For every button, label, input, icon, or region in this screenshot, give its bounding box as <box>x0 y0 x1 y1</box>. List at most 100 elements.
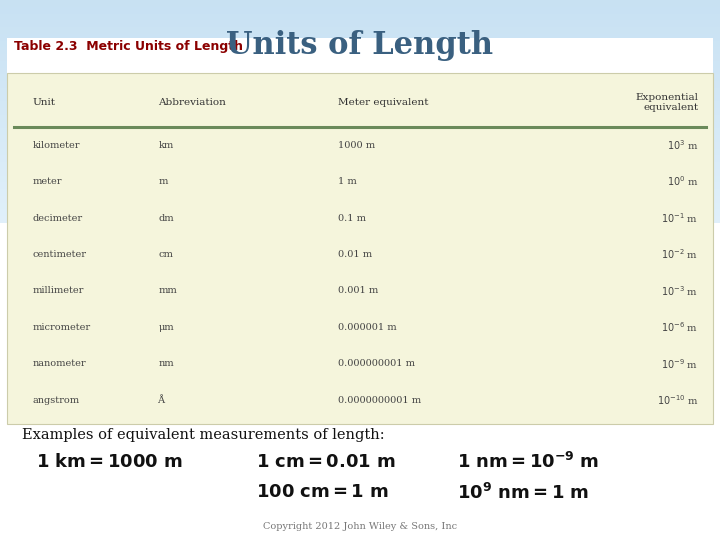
Bar <box>0 459 720 465</box>
Text: $10^{3}$ m: $10^{3}$ m <box>667 138 698 152</box>
Bar <box>0 249 720 256</box>
Bar <box>0 338 720 345</box>
Bar <box>0 291 720 297</box>
Text: Meter equivalent: Meter equivalent <box>338 98 429 107</box>
Bar <box>0 102 720 108</box>
Bar <box>0 256 720 263</box>
Text: centimeter: centimeter <box>32 250 86 259</box>
Text: Exponential
equivalent: Exponential equivalent <box>635 93 698 112</box>
Text: millimeter: millimeter <box>32 286 84 295</box>
Bar <box>0 230 720 237</box>
Bar <box>0 392 720 399</box>
Bar <box>0 405 720 411</box>
Text: kilometer: kilometer <box>32 140 80 150</box>
Bar <box>0 168 720 176</box>
Bar <box>0 411 720 418</box>
Bar <box>0 40 720 47</box>
Bar <box>0 148 720 156</box>
Text: km: km <box>158 140 174 150</box>
Text: nm: nm <box>158 359 174 368</box>
Bar <box>0 378 720 384</box>
Bar <box>0 176 720 183</box>
Text: Å: Å <box>158 396 166 405</box>
Bar <box>0 60 720 68</box>
Text: 0.1 m: 0.1 m <box>338 213 366 222</box>
Bar <box>0 47 720 54</box>
Text: angstrom: angstrom <box>32 396 79 405</box>
Bar <box>0 351 720 357</box>
Bar <box>0 534 720 540</box>
Text: 0.01 m: 0.01 m <box>338 250 372 259</box>
Bar <box>0 276 720 284</box>
Text: $\mathbf{100\ cm = 1\ m}$: $\mathbf{100\ cm = 1\ m}$ <box>256 483 388 502</box>
Bar <box>0 243 720 249</box>
Bar <box>0 519 720 526</box>
Bar <box>0 135 720 141</box>
Text: 0.001 m: 0.001 m <box>338 286 379 295</box>
Bar <box>0 500 720 507</box>
Bar <box>0 492 720 500</box>
Text: m: m <box>158 177 168 186</box>
Bar <box>0 115 720 122</box>
Bar <box>0 438 720 445</box>
Text: nanometer: nanometer <box>32 359 86 368</box>
Text: $10^{-9}$ m: $10^{-9}$ m <box>661 357 698 371</box>
Bar <box>0 480 720 486</box>
Bar <box>0 0 720 6</box>
Text: $\mathbf{10^{9}\ nm = 1\ m}$: $\mathbf{10^{9}\ nm = 1\ m}$ <box>457 482 589 503</box>
Text: $10^{-2}$ m: $10^{-2}$ m <box>661 247 698 261</box>
Bar <box>0 303 720 310</box>
Bar <box>0 237 720 243</box>
Text: $\mathbf{1\ nm = 10^{-9}\ m}$: $\mathbf{1\ nm = 10^{-9}\ m}$ <box>457 451 600 472</box>
Bar <box>0 81 720 87</box>
Text: Copyright 2012 John Wiley & Sons, Inc: Copyright 2012 John Wiley & Sons, Inc <box>263 522 457 531</box>
Bar <box>0 372 720 378</box>
Bar <box>0 486 720 492</box>
Text: meter: meter <box>32 177 62 186</box>
Bar <box>0 418 720 426</box>
Bar <box>0 426 720 432</box>
Text: Units of Length: Units of Length <box>226 30 494 62</box>
Text: $\mathbf{1\ km = 1000\ m}$: $\mathbf{1\ km = 1000\ m}$ <box>36 453 182 471</box>
Bar <box>0 513 720 519</box>
Bar <box>0 6 720 14</box>
Bar <box>0 20 720 27</box>
Bar <box>0 318 720 324</box>
Bar <box>0 263 720 270</box>
Text: dm: dm <box>158 213 174 222</box>
Bar <box>0 357 720 364</box>
Bar <box>0 284 720 291</box>
Text: 0.000000001 m: 0.000000001 m <box>338 359 415 368</box>
Text: mm: mm <box>158 286 177 295</box>
Bar <box>0 27 720 33</box>
Bar <box>0 209 720 216</box>
Text: Table 2.3  Metric Units of Length: Table 2.3 Metric Units of Length <box>14 40 243 53</box>
Bar <box>0 297 720 303</box>
Bar <box>0 74 720 81</box>
Bar <box>0 68 720 74</box>
Bar <box>0 141 720 149</box>
Bar <box>0 195 720 202</box>
Bar <box>0 33 720 40</box>
Bar <box>0 324 720 330</box>
Text: micrometer: micrometer <box>32 323 91 332</box>
Bar <box>0 108 720 115</box>
Bar <box>0 432 720 438</box>
Text: 1 m: 1 m <box>338 177 357 186</box>
Bar <box>0 183 720 189</box>
Bar <box>0 472 720 480</box>
Text: 0.0000000001 m: 0.0000000001 m <box>338 396 421 405</box>
Bar <box>0 453 720 459</box>
Text: $10^{-10}$ m: $10^{-10}$ m <box>657 393 698 407</box>
Text: $10^{-3}$ m: $10^{-3}$ m <box>661 284 698 298</box>
Bar <box>0 270 720 276</box>
Bar <box>0 94 720 102</box>
Bar <box>0 399 720 405</box>
Bar <box>0 14 720 20</box>
Text: $\mathbf{1\ cm = 0.01\ m}$: $\mathbf{1\ cm = 0.01\ m}$ <box>256 453 395 471</box>
Text: decimeter: decimeter <box>32 213 83 222</box>
Bar <box>0 446 720 453</box>
Text: Unit: Unit <box>32 98 55 107</box>
Text: 0.000001 m: 0.000001 m <box>338 323 397 332</box>
Bar <box>0 216 720 222</box>
